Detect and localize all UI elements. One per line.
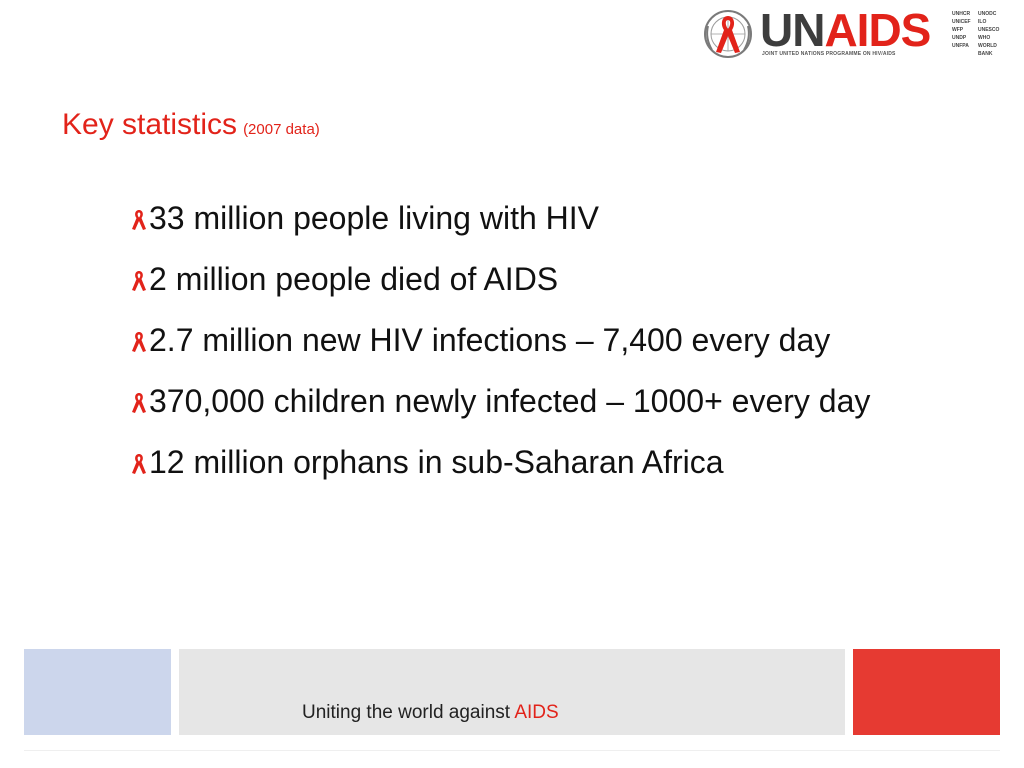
cosponsor-label: UNICEF	[952, 19, 971, 25]
list-item: 2.7 million new HIV infections – 7,400 e…	[130, 318, 960, 363]
bottom-divider	[24, 750, 1000, 751]
cosponsor-label: WHO	[978, 35, 991, 41]
red-ribbon-icon	[132, 271, 146, 291]
list-item-text: 33 million people living with HIV	[149, 200, 599, 236]
logo-tagline: JOINT UNITED NATIONS PROGRAMME ON HIV/AI…	[762, 51, 896, 57]
list-item: 33 million people living with HIV	[130, 196, 960, 241]
logo-cosponsor-list: UNHCR UNODC UNICEF ILO WFP UNESCO UNDP W…	[952, 10, 1004, 58]
list-item-text: 370,000 children newly infected – 1000+ …	[149, 383, 871, 419]
cosponsor-label: WORLD BANK	[978, 43, 997, 57]
red-ribbon-icon	[132, 454, 146, 474]
slide-title: Key statistics (2007 data)	[62, 108, 320, 142]
cosponsor-label: UNHCR	[952, 11, 971, 17]
list-item-text: 2 million people died of AIDS	[149, 261, 559, 297]
footer-slogan: Uniting the world against AIDS	[302, 702, 559, 724]
logo-wordmark-un: UN	[760, 4, 825, 56]
footer-middle-block	[179, 649, 845, 735]
list-item: 12 million orphans in sub-Saharan Africa	[130, 440, 960, 485]
cosponsor-label: ILO	[978, 19, 987, 25]
unaids-logo: UNAIDS JOINT UNITED NATIONS PROGRAMME ON…	[702, 6, 1002, 62]
slide-title-subtitle: (2007 data)	[243, 121, 320, 138]
logo-wordmark-aids: AIDS	[824, 4, 931, 56]
list-item-text: 12 million orphans in sub-Saharan Africa	[149, 444, 724, 480]
cosponsor-label: UNFPA	[952, 43, 969, 49]
footer-left-block	[24, 649, 171, 735]
list-item-text: 2.7 million new HIV infections – 7,400 e…	[149, 322, 831, 358]
list-item: 2 million people died of AIDS	[130, 257, 960, 302]
slide-title-main: Key statistics	[62, 108, 238, 141]
footer-slogan-accent: AIDS	[514, 702, 559, 723]
cosponsor-label: UNDP	[952, 35, 967, 41]
cosponsor-label: UNODC	[978, 11, 997, 17]
cosponsor-label: UNESCO	[978, 27, 1000, 33]
statistics-list: 33 million people living with HIV 2 mill…	[130, 196, 960, 501]
logo-wordmark: UNAIDS	[760, 4, 931, 56]
footer-slogan-text: Uniting the world against	[302, 702, 511, 723]
red-ribbon-icon	[132, 332, 146, 352]
cosponsor-label: WFP	[952, 27, 964, 33]
red-ribbon-icon	[132, 210, 146, 230]
red-ribbon-icon	[132, 393, 146, 413]
footer-right-block	[853, 649, 1000, 735]
un-emblem-icon	[704, 10, 752, 58]
list-item: 370,000 children newly infected – 1000+ …	[130, 379, 960, 424]
